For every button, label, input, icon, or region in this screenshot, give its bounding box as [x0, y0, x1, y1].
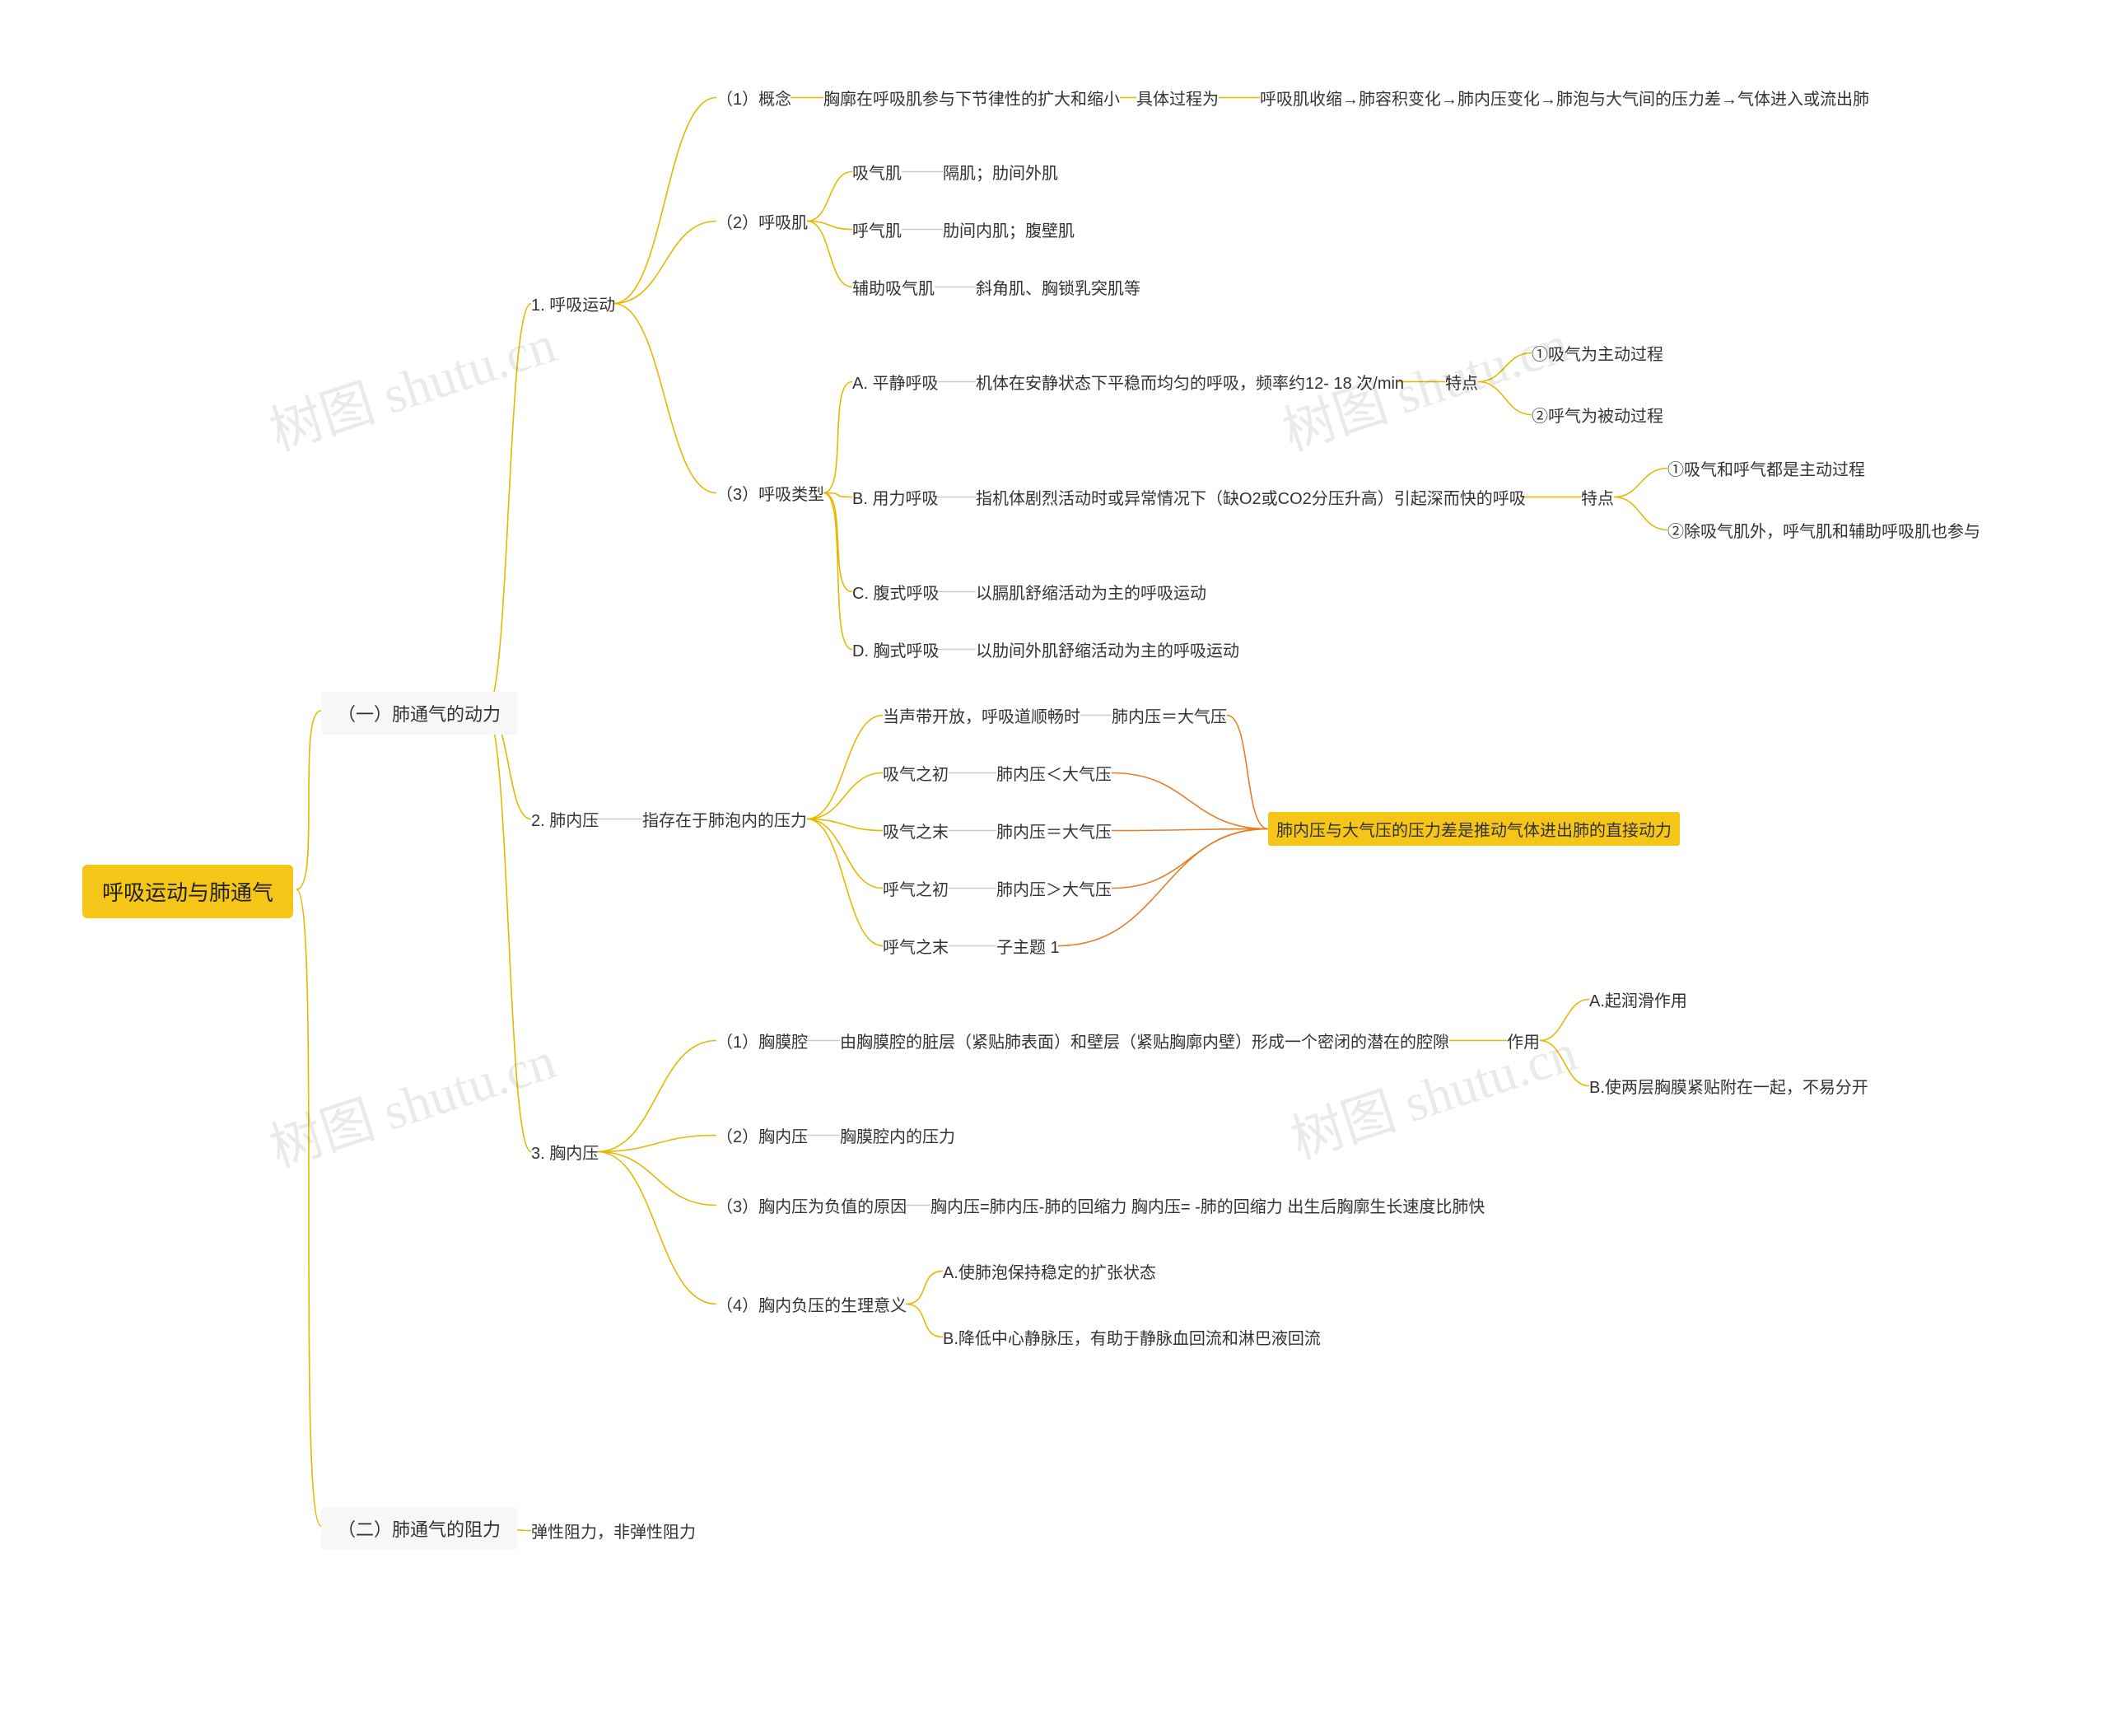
node-a3_1b: 作用 — [1507, 1025, 1540, 1056]
edge — [296, 889, 321, 1526]
node-a3_2: （2）胸内压 — [716, 1120, 808, 1150]
edge — [807, 773, 883, 819]
mindmap-canvas: 呼吸运动与肺通气 （一）肺通气的动力 （二）肺通气的阻力弹性阻力，非弹性阻力 1. 呼… — [0, 0, 2108, 1712]
node-a3_1a: 由胸膜腔的脏层（紧贴肺表面）和壁层（紧贴胸廓内壁）形成一个密闭的潜在的腔隙 — [840, 1025, 1449, 1056]
node-a3_1b2: B.使两层胸膜紧贴附在一起，不易分开 — [1589, 1071, 1868, 1101]
node-a1_2a1: 隔肌；肋间外肌 — [943, 156, 1058, 187]
node-a2: 2. 肺内压 — [531, 804, 599, 834]
edge — [906, 1272, 943, 1304]
node-a2_1r: 肺内压＝大气压 — [1112, 700, 1227, 730]
edge — [807, 172, 852, 222]
node-a1_3b1: 指机体剧烈活动时或异常情况下（缺O2或CO2分压升高）引起深而快的呼吸 — [976, 482, 1526, 512]
node-a1_3a2i: ①吸气为主动过程 — [1532, 338, 1663, 368]
node-a2_4r: 肺内压＞大气压 — [996, 873, 1112, 903]
node-root: 呼吸运动与肺通气 — [82, 865, 293, 918]
edge — [807, 716, 883, 819]
connector-layer — [0, 0, 2108, 1712]
node-a1_3c1: 以膈肌舒缩活动为主的呼吸运动 — [976, 576, 1206, 607]
edge — [597, 1152, 716, 1304]
node-a2_5: 呼气之末 — [883, 931, 949, 961]
node-a1_2b: 呼气肌 — [852, 214, 902, 245]
node-a2_3: 吸气之末 — [883, 815, 949, 846]
node-a1_3a1: 机体在安静状态下平稳而均匀的呼吸，频率约12- 18 次/min — [976, 366, 1404, 397]
node-a1_2c: 辅助吸气肌 — [852, 272, 935, 302]
node-a1_2b1: 肋间内肌；腹壁肌 — [943, 214, 1075, 245]
edge — [597, 1152, 716, 1206]
edge — [597, 1041, 716, 1152]
edge — [823, 493, 852, 650]
edge — [613, 222, 716, 304]
edge — [807, 819, 883, 946]
edge — [296, 711, 321, 889]
edge — [823, 493, 852, 592]
node-a1_2c1: 斜角肌、胸锁乳突肌等 — [976, 272, 1140, 302]
node-a: （一）肺通气的动力 — [321, 692, 517, 735]
node-a2_2r: 肺内压＜大气压 — [996, 758, 1112, 788]
edge — [1227, 716, 1268, 829]
edge — [823, 382, 852, 493]
node-a1_3b2i: ①吸气和呼气都是主动过程 — [1667, 453, 1865, 483]
node-a1: 1. 呼吸运动 — [531, 288, 615, 319]
node-a3_1b1: A.起润滑作用 — [1589, 984, 1687, 1015]
node-b: （二）肺通气的阻力 — [321, 1507, 517, 1550]
edge — [1540, 1000, 1589, 1041]
edge — [1112, 773, 1268, 829]
node-a3_1: （1）胸膜腔 — [716, 1025, 808, 1056]
node-a2def: 指存在于肺泡内的压力 — [642, 804, 807, 834]
node-a1_3d: D. 胸式呼吸 — [852, 634, 940, 665]
node-a1_1b: 具体过程为 — [1136, 82, 1219, 113]
edge — [807, 819, 883, 831]
edge — [1614, 469, 1667, 497]
edge — [1540, 1041, 1589, 1086]
node-a3_4b: B.降低中心静脉压，有助于静脉血回流和淋巴液回流 — [943, 1322, 1321, 1352]
node-b1: 弹性阻力，非弹性阻力 — [531, 1515, 696, 1546]
edge — [1478, 353, 1532, 382]
node-a1_3b2: 特点 — [1581, 482, 1614, 512]
edge — [1478, 382, 1532, 415]
edge — [613, 98, 716, 304]
node-a1_3b: B. 用力呼吸 — [852, 482, 938, 512]
node-a1_2a: 吸气肌 — [852, 156, 902, 187]
node-a1_3a: A. 平静呼吸 — [852, 366, 938, 397]
edge — [1112, 829, 1268, 889]
node-a1_2: （2）呼吸肌 — [716, 206, 808, 236]
edge — [486, 711, 531, 1152]
edge — [486, 304, 531, 712]
node-a3: 3. 胸内压 — [531, 1136, 599, 1167]
node-a1_3c: C. 腹式呼吸 — [852, 576, 940, 607]
edge — [613, 304, 716, 493]
node-a1_3d1: 以肋间外肌舒缩活动为主的呼吸运动 — [976, 634, 1239, 665]
node-a1_1c: 呼吸肌收缩→肺容积变化→肺内压变化→肺泡与大气间的压力差→气体进入或流出肺 — [1260, 82, 1869, 113]
node-a2_4: 呼气之初 — [883, 873, 949, 903]
edge — [906, 1304, 943, 1337]
edge — [823, 493, 852, 497]
node-a3_4: （4）胸内负压的生理意义 — [716, 1289, 907, 1319]
edge — [1614, 497, 1667, 530]
edge — [807, 819, 883, 889]
watermark: 树图 shutu.cn — [259, 1019, 564, 1182]
node-a3_3: （3）胸内压为负值的原因 — [716, 1190, 907, 1220]
node-a1_3a2ii: ②呼气为被动过程 — [1532, 399, 1663, 430]
edge — [807, 222, 852, 287]
node-a3_2a: 胸膜腔内的压力 — [840, 1120, 955, 1150]
node-a3_4a: A.使肺泡保持稳定的扩张状态 — [943, 1256, 1156, 1286]
watermark: 树图 shutu.cn — [259, 302, 564, 465]
node-a2_3r: 肺内压＝大气压 — [996, 815, 1112, 846]
edge — [807, 222, 852, 230]
node-a1_3: （3）呼吸类型 — [716, 478, 824, 508]
node-a1_1: （1）概念 — [716, 82, 791, 113]
node-a1_1a: 胸廓在呼吸肌参与下节律性的扩大和缩小 — [823, 82, 1120, 113]
node-a2_2: 吸气之初 — [883, 758, 949, 788]
node-a2_5r: 子主题 1 — [996, 931, 1060, 961]
node-a2_1: 当声带开放，呼吸道顺畅时 — [883, 700, 1080, 730]
node-a1_3b2ii: ②除吸气肌外，呼气肌和辅助呼吸肌也参与 — [1667, 515, 1980, 545]
edge — [1112, 829, 1268, 831]
node-a2_hl: 肺内压与大气压的压力差是推动气体进出肺的直接动力 — [1268, 812, 1680, 846]
edge — [597, 1136, 716, 1152]
node-a1_3a2: 特点 — [1445, 366, 1478, 397]
node-a3_3a: 胸内压=肺内压-肺的回缩力 胸内压= -肺的回缩力 出生后胸廓生长速度比肺快 — [930, 1190, 1485, 1220]
